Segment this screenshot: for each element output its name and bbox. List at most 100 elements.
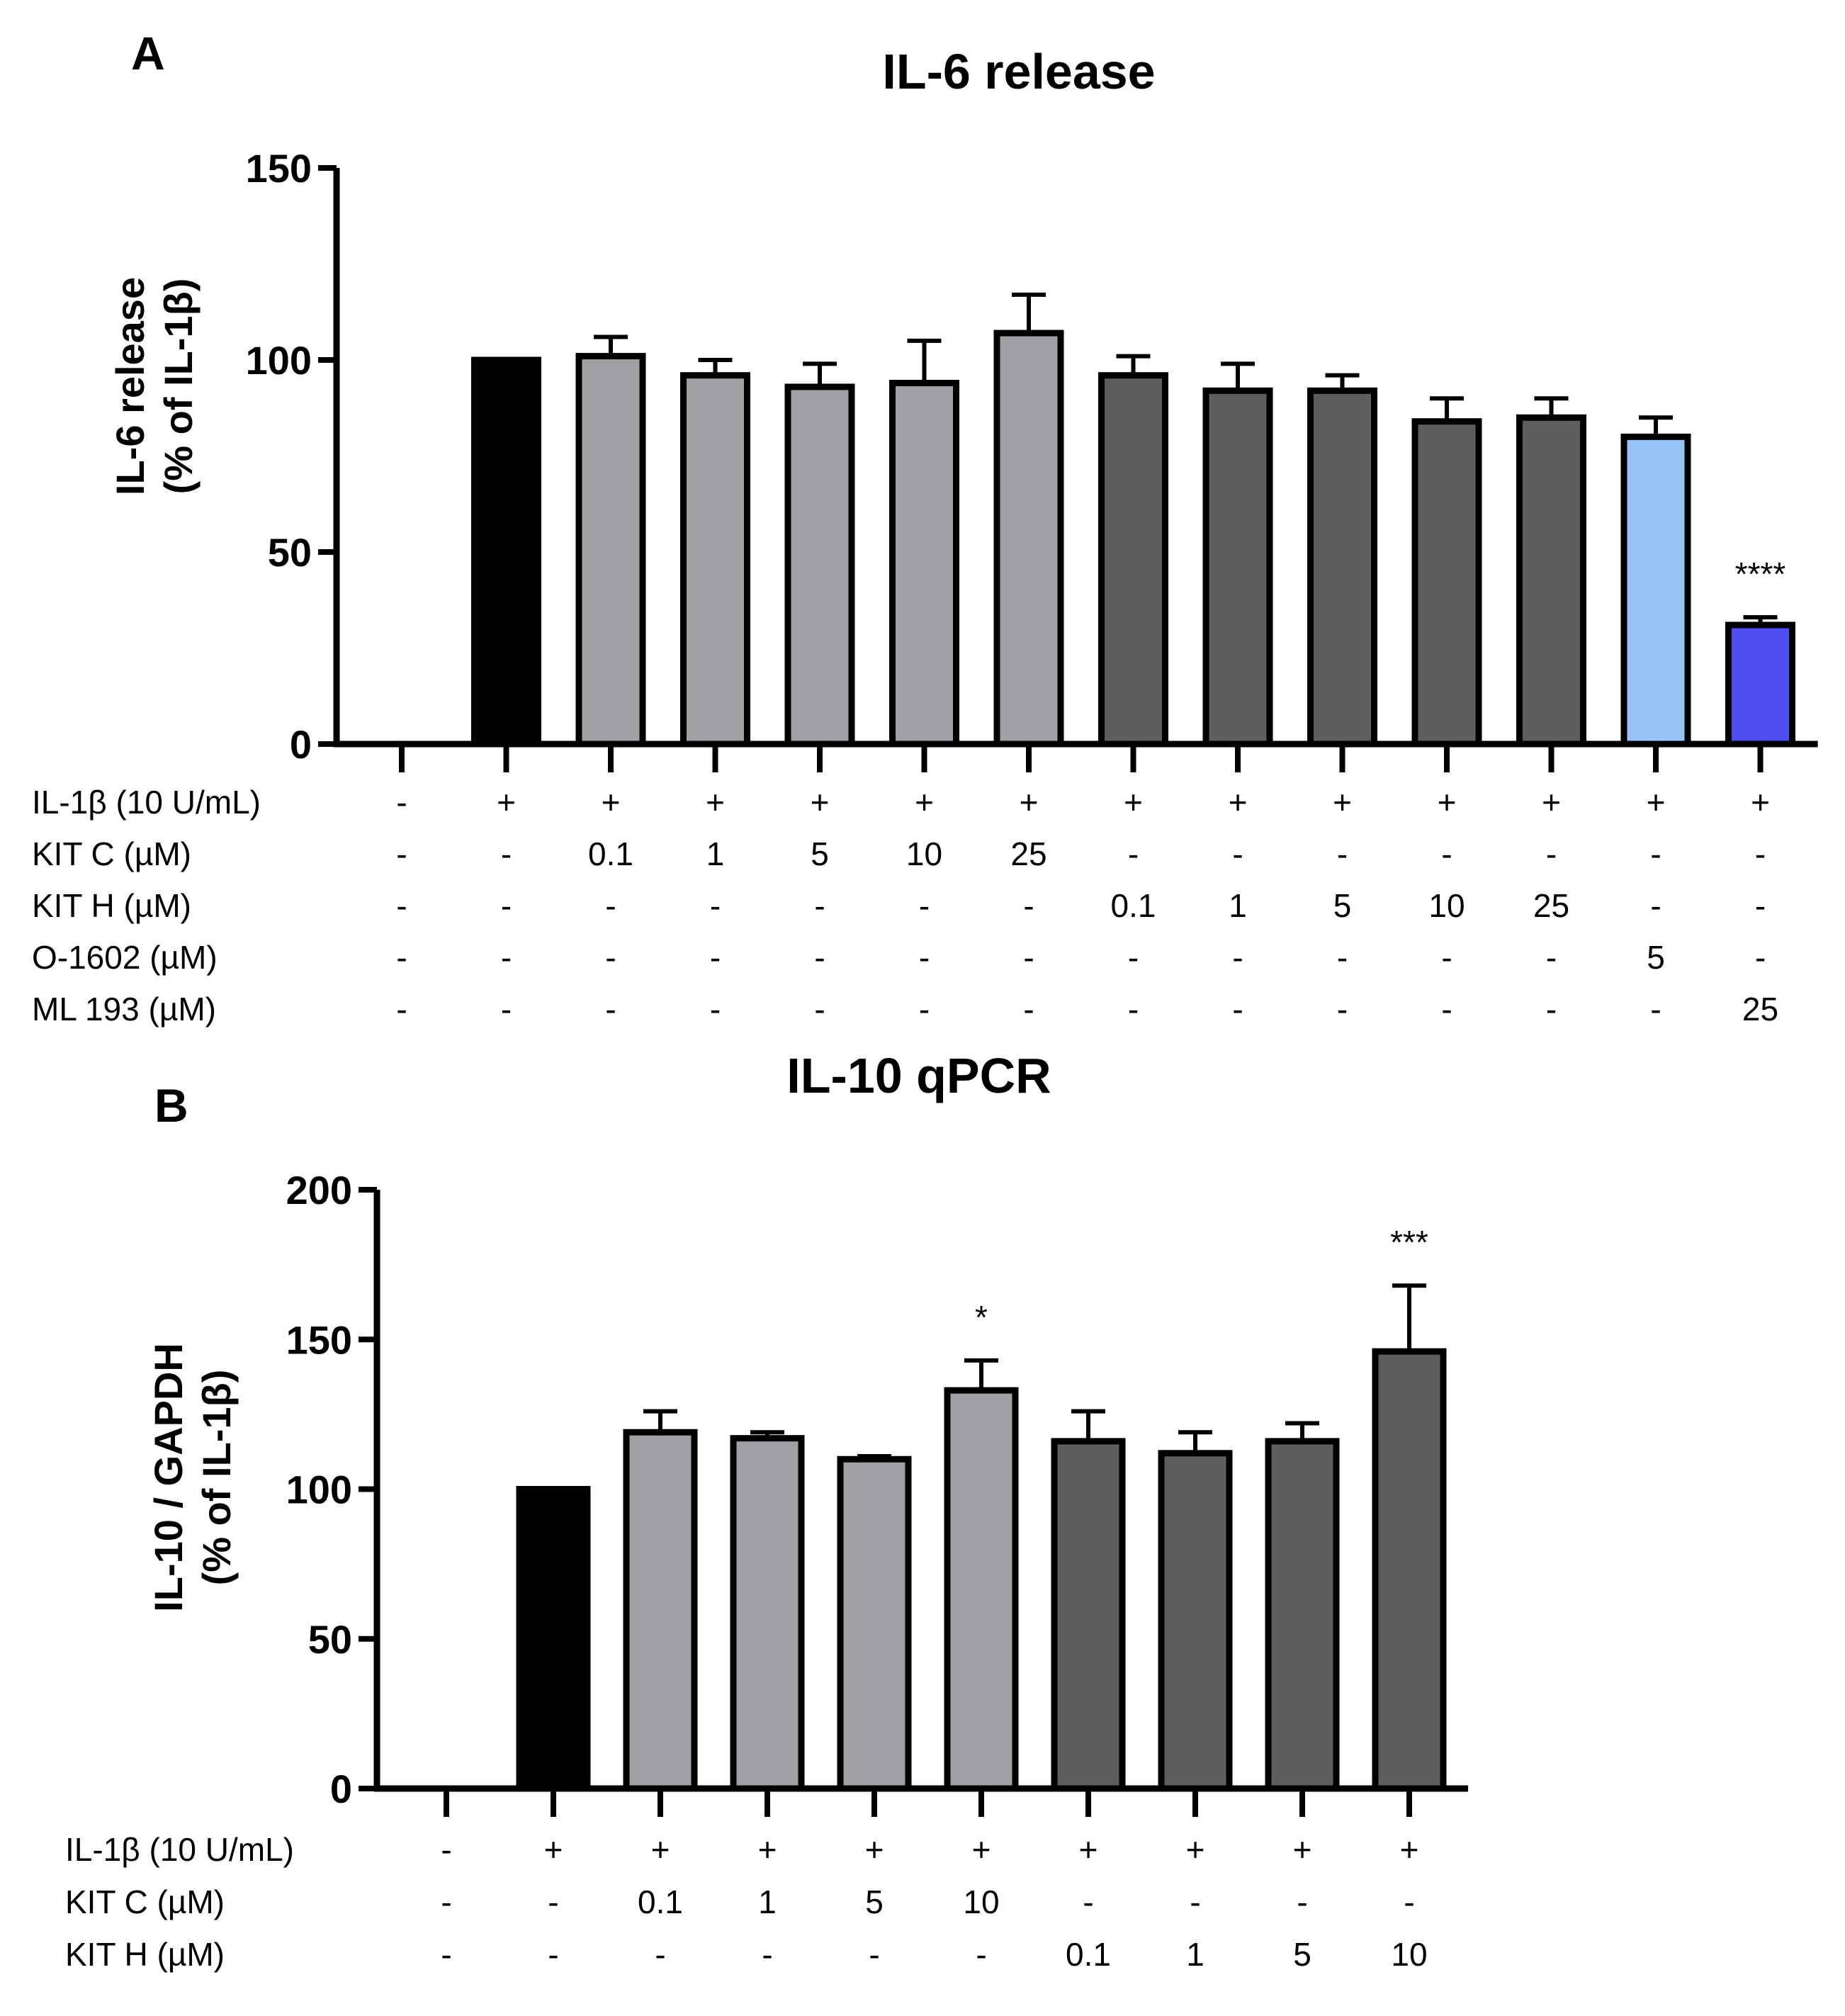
bar-b-7 [1158, 1450, 1233, 1792]
table-cell-a-0-9: + [1333, 784, 1352, 821]
table-cell-b-1-5: 10 [963, 1883, 999, 1920]
table-row-label-a-0: IL-1β (10 U/mL) [32, 784, 261, 821]
table-cell-a-3-0: - [396, 939, 407, 976]
table-cell-a-0-4: + [811, 784, 830, 821]
table-cell-a-0-1: + [497, 784, 516, 821]
bar-a-13 [1725, 621, 1795, 748]
table-cell-a-4-5: - [919, 991, 930, 1027]
table-cell-a-2-8: 1 [1229, 887, 1247, 924]
table-cell-a-1-2: 0.1 [588, 835, 633, 872]
table-cell-b-0-4: + [865, 1831, 884, 1868]
y-tick-label-a-1: 50 [268, 530, 312, 575]
table-cell-b-0-3: + [758, 1831, 777, 1868]
table-cell-a-0-13: + [1751, 784, 1770, 821]
table-cell-a-4-0: - [396, 991, 407, 1027]
table-cell-a-4-2: - [605, 991, 616, 1027]
table-cell-a-0-0: - [396, 784, 407, 821]
bar-a-2 [575, 353, 646, 748]
table-cell-b-0-2: + [651, 1831, 670, 1868]
table-row-label-b-0: IL-1β (10 U/mL) [65, 1831, 294, 1868]
table-cell-a-4-12: - [1650, 991, 1661, 1027]
y-tick-label-a-2: 100 [246, 338, 312, 383]
table-cell-a-4-4: - [814, 991, 825, 1027]
table-cell-a-1-6: 25 [1010, 835, 1046, 872]
table-cell-a-4-9: - [1337, 991, 1348, 1027]
panel-b: B IL-10 qPCR IL-10 / GAPDH (% of IL-1β) … [65, 1048, 1469, 1973]
table-cell-a-0-5: + [915, 784, 934, 821]
table-row-label-a-3: O-1602 (µM) [32, 939, 218, 976]
y-axis-label-a: IL-6 release (% of IL-1β) [108, 277, 201, 495]
y-tick-label-b-4: 200 [286, 1168, 352, 1212]
table-row-label-b-2: KIT H (µM) [65, 1936, 225, 1973]
table-cell-a-3-12: 5 [1647, 939, 1665, 976]
bar-b-6 [1051, 1438, 1126, 1792]
bar-a-7 [1098, 372, 1168, 748]
table-cell-a-3-10: - [1441, 939, 1452, 976]
table-row-label-a-1: KIT C (µM) [32, 835, 191, 872]
table-cell-a-1-10: - [1441, 835, 1452, 872]
table-cell-a-0-2: + [602, 784, 621, 821]
y-axis-label-a-line2: (% of IL-1β) [156, 278, 201, 495]
table-cell-b-0-9: + [1400, 1831, 1419, 1868]
table-cell-a-1-9: - [1337, 835, 1348, 872]
y-tick-label-b-0: 0 [330, 1767, 352, 1811]
table-cell-b-1-4: 5 [865, 1883, 884, 1920]
table-cell-a-2-9: 5 [1333, 887, 1352, 924]
table-cell-a-4-1: - [501, 991, 512, 1027]
bar-a-10 [1411, 418, 1482, 748]
y-tick-label-a-0: 0 [290, 722, 312, 767]
table-cell-b-2-5: - [976, 1936, 986, 1973]
table-cell-a-1-11: - [1546, 835, 1557, 872]
table-cell-a-3-13: - [1755, 939, 1766, 976]
y-tick-label-b-3: 150 [286, 1317, 352, 1362]
table-cell-a-3-5: - [919, 939, 930, 976]
table-cell-a-2-5: - [919, 887, 930, 924]
table-cell-b-0-8: + [1293, 1831, 1312, 1868]
table-cell-a-4-7: - [1128, 991, 1139, 1027]
table-cell-b-2-3: - [762, 1936, 772, 1973]
table-cell-a-1-8: - [1232, 835, 1243, 872]
table-cell-a-1-13: - [1755, 835, 1766, 872]
table-cell-a-2-2: - [605, 887, 616, 924]
table-cell-a-2-0: - [396, 887, 407, 924]
significance-label-a-13: **** [1735, 556, 1786, 592]
table-cell-a-0-11: + [1542, 784, 1561, 821]
table-cell-b-0-0: - [441, 1831, 451, 1868]
table-cell-b-2-7: 1 [1186, 1936, 1204, 1973]
bar-a-9 [1307, 387, 1377, 748]
table-cell-a-3-4: - [814, 939, 825, 976]
bar-a-1 [471, 356, 541, 748]
table-cell-a-0-10: + [1438, 784, 1457, 821]
bar-b-1 [516, 1486, 591, 1792]
table-cell-b-1-0: - [441, 1883, 451, 1920]
table-cell-b-2-8: 5 [1293, 1936, 1311, 1973]
table-cell-a-1-1: - [501, 835, 512, 872]
table-cell-b-0-6: + [1079, 1831, 1098, 1868]
bar-a-4 [784, 383, 855, 748]
table-cell-a-0-3: + [706, 784, 725, 821]
table-cell-b-1-8: - [1297, 1883, 1307, 1920]
table-cell-a-1-3: 1 [706, 835, 725, 872]
table-cell-a-0-12: + [1647, 784, 1666, 821]
table-row-label-a-2: KIT H (µM) [32, 887, 191, 924]
table-cell-a-3-11: - [1546, 939, 1557, 976]
chart-a: 0 50 100 150 **** IL-1β (10 U/mL) - + + + + + + + + + + +… [32, 146, 1818, 1027]
significance-label-b-5: * [975, 1299, 988, 1336]
y-tick-label-b-1: 50 [308, 1617, 352, 1662]
table-cell-a-3-1: - [501, 939, 512, 976]
table-cell-b-2-1: - [548, 1936, 558, 1973]
table-cell-b-2-4: - [869, 1936, 879, 1973]
table-cell-b-2-9: 10 [1391, 1936, 1427, 1973]
y-tick-label-a-3: 150 [246, 146, 312, 191]
bar-a-5 [889, 380, 959, 748]
table-cell-a-2-1: - [501, 887, 512, 924]
table-cell-a-3-8: - [1232, 939, 1243, 976]
panel-letter-a: A [131, 27, 165, 79]
bar-b-8 [1265, 1438, 1340, 1792]
bar-b-2 [623, 1429, 698, 1792]
bar-a-11 [1516, 414, 1586, 748]
table-cell-b-0-7: + [1186, 1831, 1205, 1868]
table-cell-b-2-0: - [441, 1936, 451, 1973]
table-cell-a-4-8: - [1232, 991, 1243, 1027]
